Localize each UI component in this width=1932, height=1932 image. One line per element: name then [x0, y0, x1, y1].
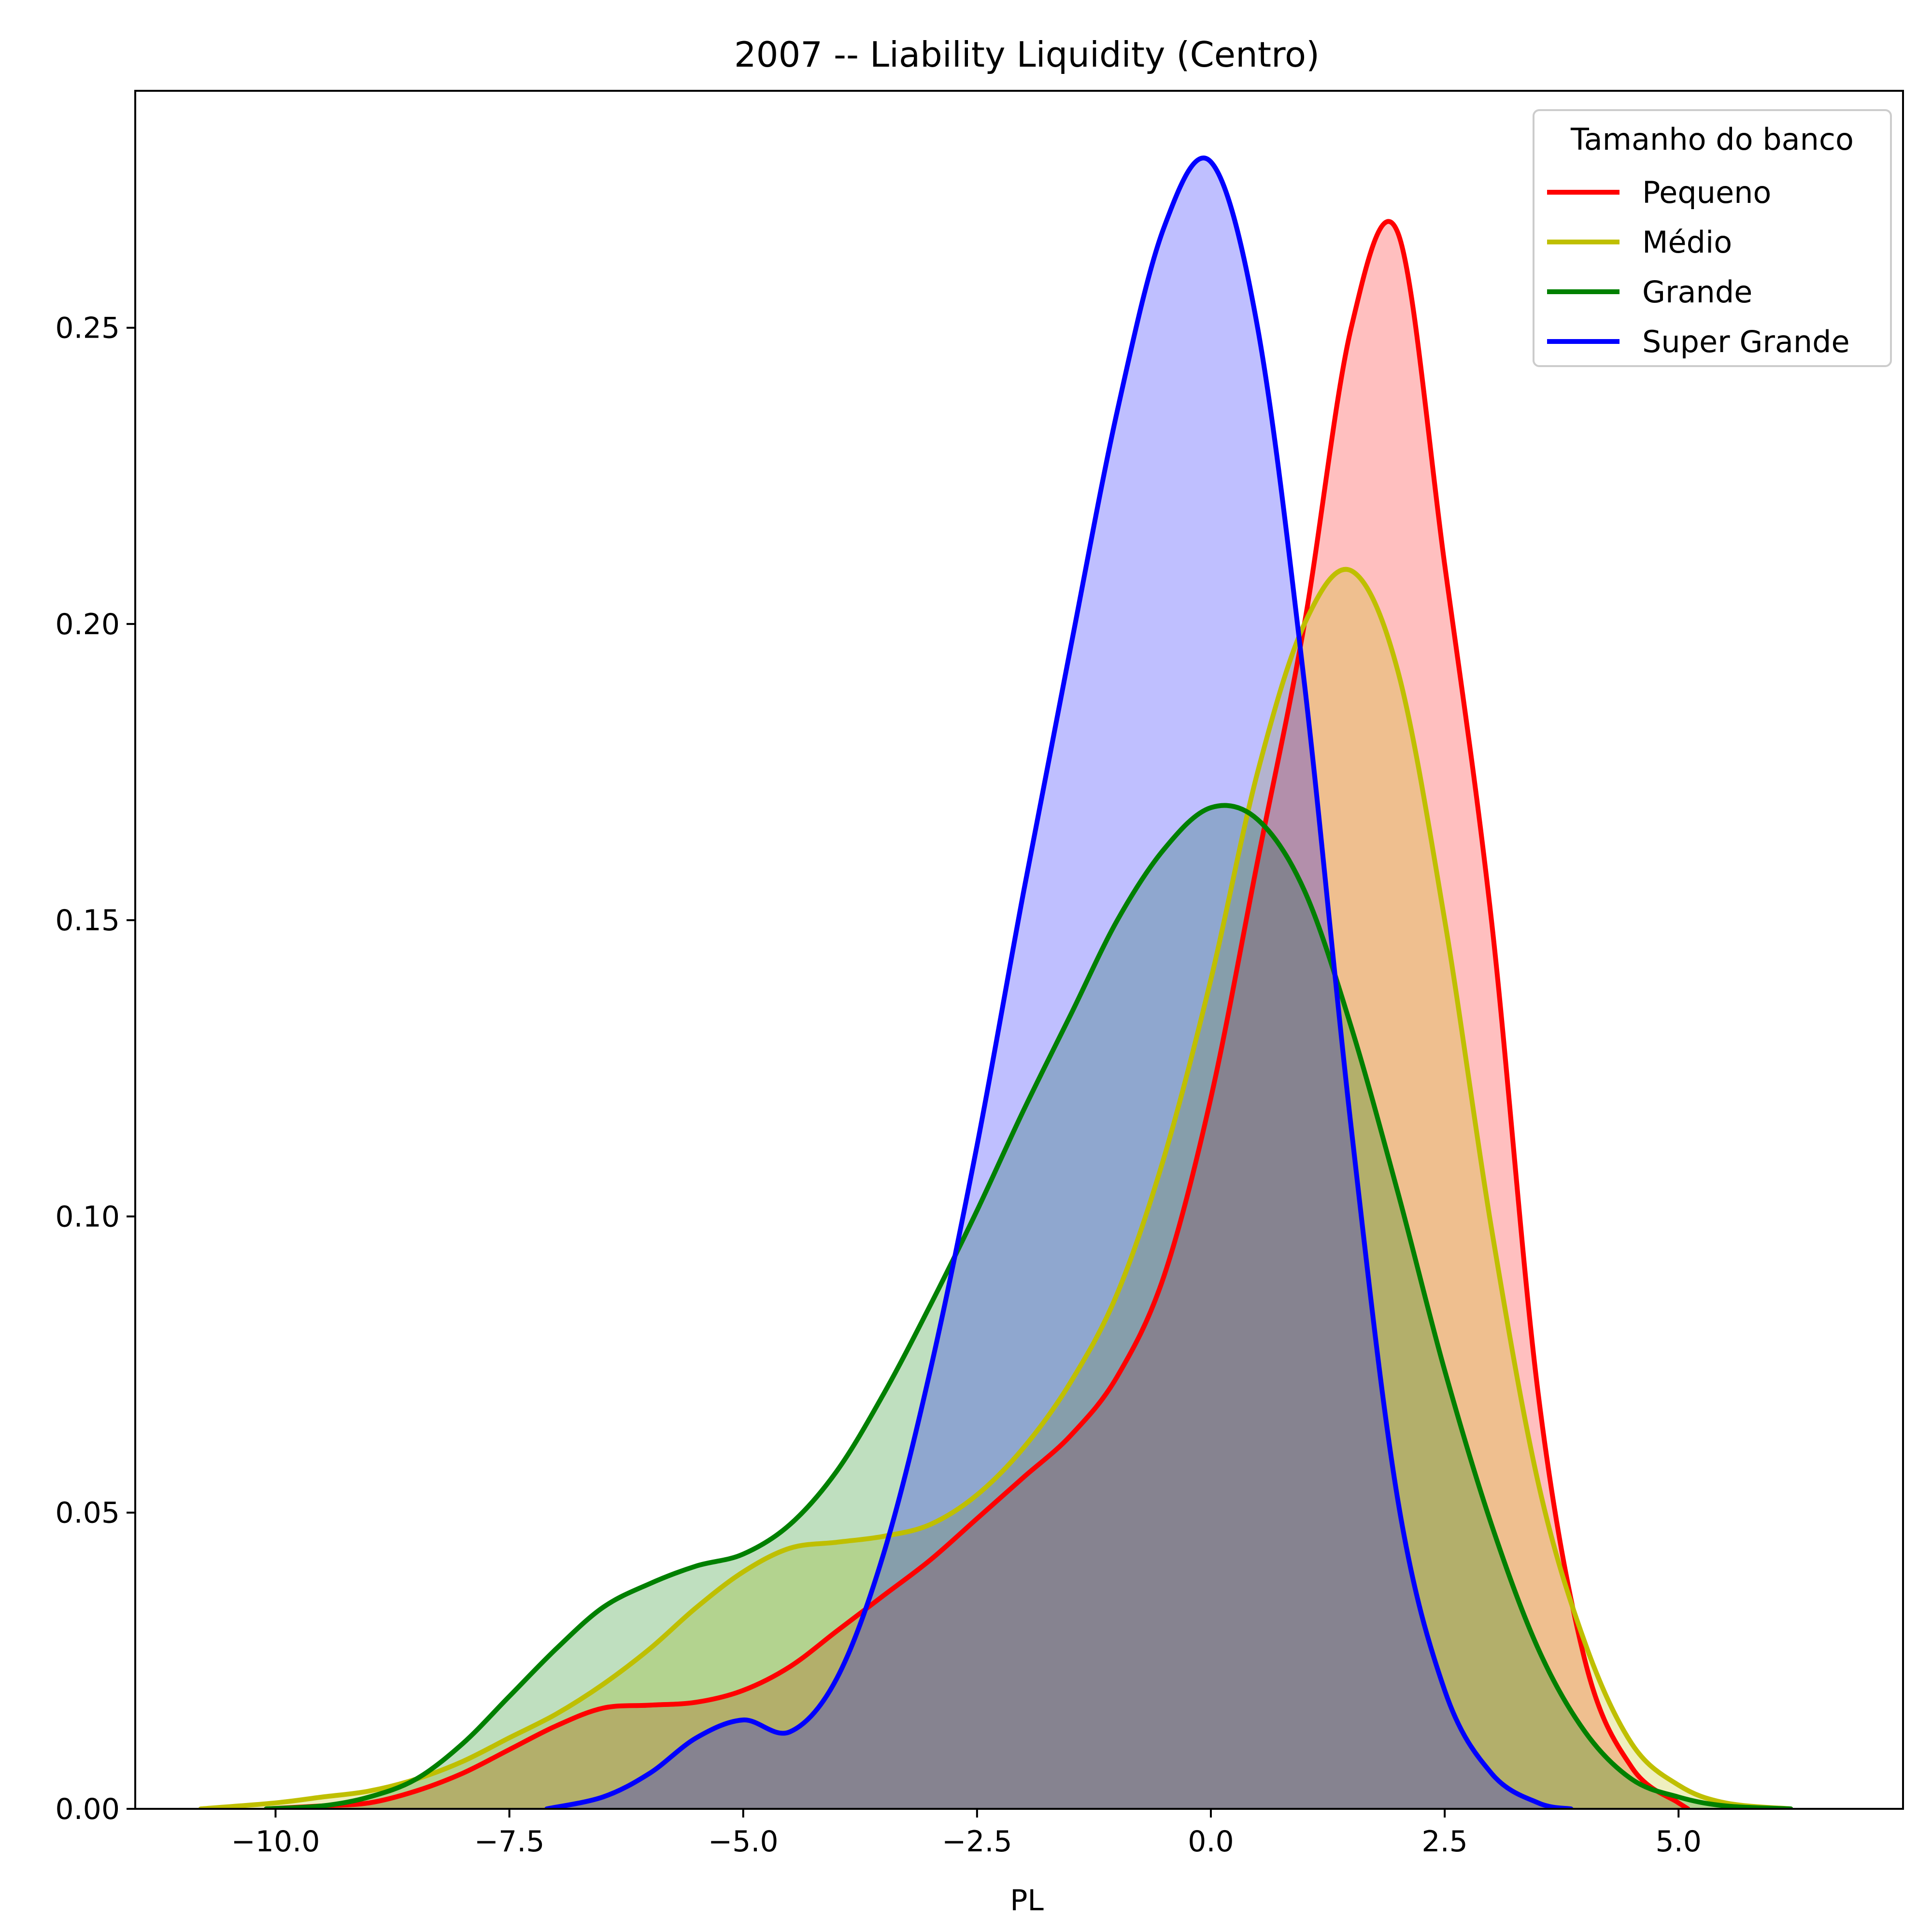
y-tick-label: 0.05: [55, 1496, 120, 1530]
axes-frame: [134, 90, 1904, 1810]
x-tick-label: −10.0: [231, 1825, 320, 1859]
y-tick-label: 0.25: [55, 312, 120, 345]
legend-label-super-grande: Super Grande: [1642, 324, 1850, 359]
axes: −10.0 −7.5 −5.0 −2.5 0.0 2.5 5.0 0.00 0.05 0.10 0.…: [55, 90, 1904, 1859]
legend: Tamanho do banco Pequeno Médio Grande Super …: [1533, 109, 1892, 367]
legend-title: Tamanho do banco: [1570, 122, 1854, 157]
y-tick-label: 0.15: [55, 904, 120, 938]
series-line-grande: [264, 803, 1793, 1809]
series-line-medio: [198, 567, 1793, 1809]
x-tick-label: −5.0: [708, 1825, 779, 1859]
series-fill-super-grande: [547, 158, 1571, 1809]
series-fill-medio: [200, 569, 1791, 1809]
chart-title: 2007 -- Liability Liquidity (Centro): [734, 34, 1320, 75]
y-tick-label: 0.10: [55, 1200, 120, 1234]
plot-area: [198, 156, 1793, 1809]
series-line-super-grande: [544, 156, 1574, 1809]
legend-box: [1533, 109, 1892, 367]
y-tick-label: 0.20: [55, 608, 120, 641]
legend-label-pequeno: Pequeno: [1642, 175, 1771, 210]
y-tick-label: 0.00: [55, 1792, 120, 1826]
series-line-pequeno: [264, 219, 1690, 1809]
legend-label-grande: Grande: [1642, 274, 1752, 310]
x-tick-label: −7.5: [474, 1825, 545, 1859]
x-tick-label: 5.0: [1656, 1825, 1702, 1859]
x-tick-label: −2.5: [942, 1825, 1012, 1859]
series-fill-pequeno: [266, 221, 1688, 1809]
x-axis-label: PL: [1010, 1884, 1044, 1918]
legend-label-medio: Médio: [1642, 225, 1732, 260]
x-tick-label: 2.5: [1421, 1825, 1467, 1859]
x-tick-label: 0.0: [1188, 1825, 1234, 1859]
